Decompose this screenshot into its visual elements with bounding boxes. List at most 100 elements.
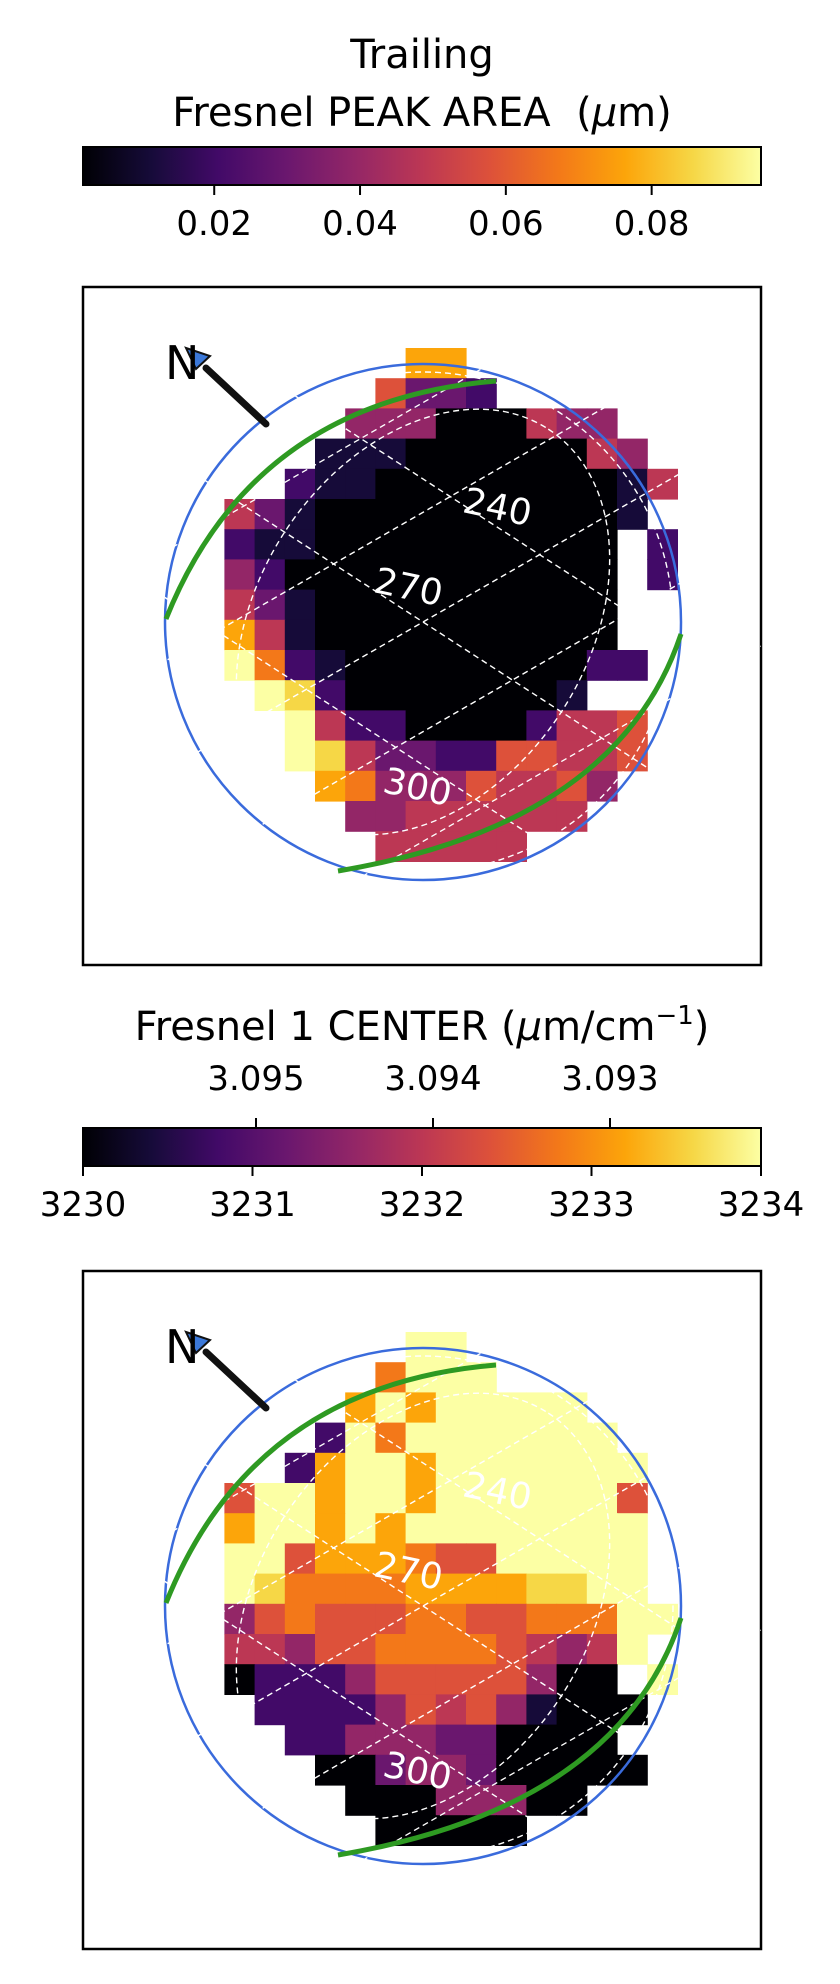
heatmap-cell [556,559,588,591]
heatmap-cell [405,1785,437,1816]
grid-line [83,291,615,600]
heatmap-cell [526,619,558,651]
heatmap-cell [345,1483,376,1514]
heatmap-cell [375,1392,407,1424]
heatmap-cell [224,529,256,560]
heatmap-cell [345,710,376,742]
green-limb-upper [163,1362,497,1604]
colorbar-tick-label: 3234 [718,1185,805,1225]
heatmap-cell [254,559,286,591]
heatmap-cell [435,650,467,681]
heatmap-cell [556,589,588,621]
heatmap-cell [375,1483,407,1514]
heatmap-cell [556,1573,588,1605]
heatmap-cell [466,1603,497,1635]
heatmap-cell [345,1754,376,1786]
heatmap-cell [617,1603,648,1635]
panel2-colorbar-secondary-ticks: 3.095 3.094 3.093 [207,1059,659,1128]
heatmap-cell [617,650,648,681]
heatmap-cell [315,529,346,560]
grid-line [219,346,758,697]
heatmap-cell [526,710,558,742]
heatmap-cell [405,619,437,651]
heatmap-cell [435,1483,467,1514]
heatmap-cell [284,529,316,560]
heatmap-cell [466,710,497,742]
north-arrow-head [184,346,212,371]
heatmap-cell [586,1634,618,1665]
heatmap-cell [405,1694,437,1726]
heatmap-cell [315,499,346,530]
heatmap-cell [375,1694,407,1726]
grid-line [88,547,627,898]
heatmap-cell [345,589,376,621]
heatmap-cell [224,1513,256,1544]
heatmap-cell [466,408,497,440]
heatmap-cell [466,1694,497,1726]
heatmap-cell [556,1543,588,1575]
heatmap-cell [526,740,558,772]
heatmap-cell [617,1634,648,1665]
heatmap-cell [224,1634,256,1665]
heatmap-cell [405,801,437,832]
heatmap-cell [526,1603,558,1635]
heatmap-cell [526,499,558,530]
heatmap-cell [586,589,618,621]
heatmap-cell [375,468,407,500]
colorbar-tick-label: 3233 [548,1185,635,1225]
heatmap-cell [345,619,376,651]
panel1-colorbar-ticks: 0.02 0.04 0.06 0.08 [176,185,689,244]
heatmap-cell [284,1513,316,1544]
heatmap-cell [375,1573,407,1605]
heatmap-cell [586,710,618,742]
heatmap-cell [526,1573,558,1605]
heatmap-cell [617,1513,648,1544]
grid-line [83,1275,615,1584]
grid-line [184,538,757,870]
north-arrow [202,364,270,428]
heatmap-cell [496,710,527,742]
heatmap-cell [466,1483,497,1514]
green-limb-upper [163,378,497,620]
heatmap-cell [315,589,346,621]
heatmap-cell [345,680,376,711]
heatmap-cell [526,529,558,560]
heatmap-cell [435,770,467,802]
heatmap-cell [345,468,376,500]
heatmap-cell [254,1694,286,1726]
heatmap-cell [586,1573,618,1605]
heatmap-cell [315,1513,346,1544]
heatmap-cell [405,650,437,681]
heatmap-cell [345,1573,376,1605]
heatmap-cell [375,1543,407,1575]
heatmap-cell [405,438,437,470]
heatmap-cell [466,1543,497,1575]
heatmap-cell [556,1513,588,1544]
heatmap-cell [315,619,346,651]
heatmap-cell [254,529,286,560]
heatmap-cell [375,1603,407,1635]
heatmap-cell [375,529,407,560]
heatmap-cell [405,1513,437,1544]
heatmap-cell [496,468,527,500]
heatmap-cell [345,1452,376,1484]
heatmap-cell [315,559,346,591]
heatmap-cell [496,1483,527,1514]
heatmap-cell [435,1694,467,1726]
heatmap-cell [284,559,316,591]
heatmap-cell [496,1815,527,1846]
heatmap-cell [435,740,467,772]
heatmap-cell [345,529,376,560]
heatmap-cell [405,1664,437,1695]
heatmap-cell [617,438,648,470]
heatmap-cell [556,1422,588,1454]
panel-1: Trailing Fresnel PEAK AREA (μm) 0.02 0.04… [81,32,763,967]
heatmap-cell [405,1422,437,1454]
colorbar-tick-label: 3232 [379,1185,466,1225]
heatmap-cell [647,559,678,591]
heatmap-cell [435,438,467,470]
heatmap-cell [526,1392,558,1424]
heatmap-cell [405,499,437,530]
heatmap-cell [435,1634,467,1665]
heatmap-cell [315,1573,346,1605]
